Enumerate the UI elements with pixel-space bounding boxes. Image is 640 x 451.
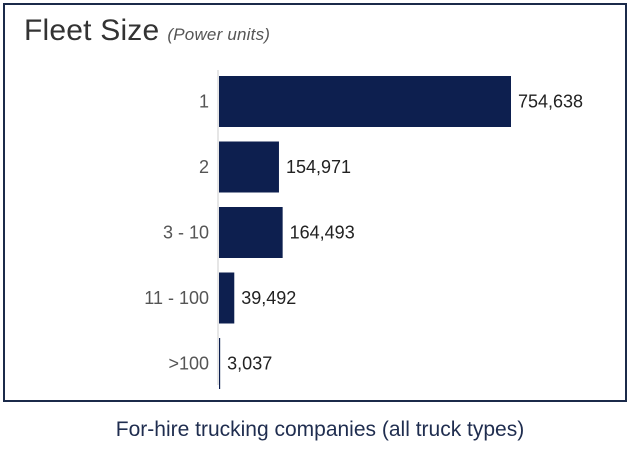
chart-frame [3,3,627,402]
value-label: 39,492 [241,288,296,308]
category-label: 11 - 100 [144,288,209,308]
bar [219,338,221,389]
bar [219,272,235,324]
value-label: 3,037 [227,354,272,374]
footer-caption: For-hire trucking companies (all truck t… [115,418,525,441]
category-label: >100 [168,354,209,374]
bars-layer: 1 754,638 2 154,971 3 - 10 164,493 11 - 100 39,… [144,76,583,389]
bar [219,76,511,127]
category-label: 1 [199,92,209,112]
category-label: 2 [199,157,209,177]
value-label: 754,638 [518,92,583,112]
category-label: 3 - 10 [163,223,209,243]
bar [219,207,283,258]
value-label: 164,493 [290,223,355,243]
chart-subtitle: (Power units) [167,25,271,44]
chart-title-block: Fleet Size (Power units) [24,14,270,48]
bar [219,141,279,193]
value-label: 154,971 [286,157,351,177]
chart-title: Fleet Size [24,14,160,47]
